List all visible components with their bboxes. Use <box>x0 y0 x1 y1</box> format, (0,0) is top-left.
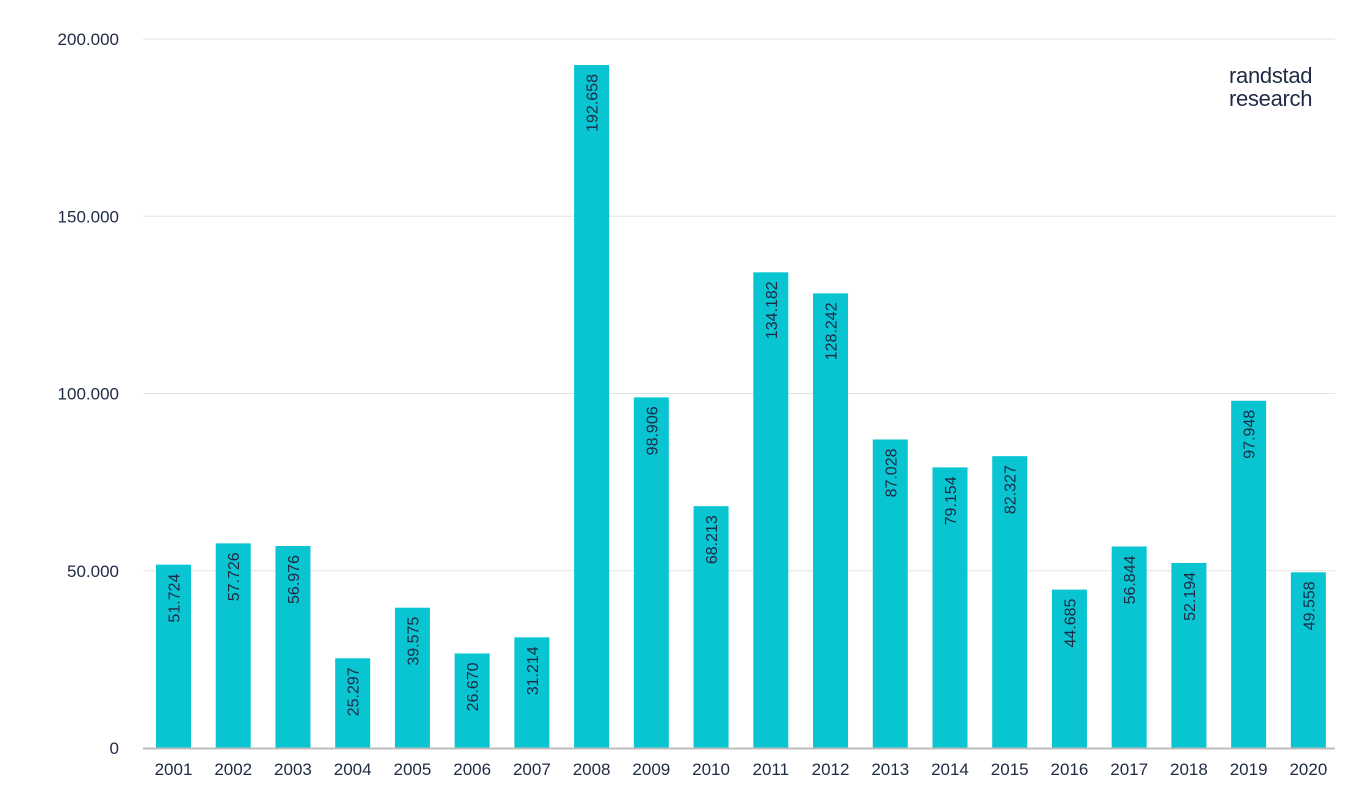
data-label: 49.558 <box>1301 581 1318 630</box>
x-tick-label: 2018 <box>1170 760 1208 779</box>
data-label: 31.214 <box>525 646 542 695</box>
x-tick-label: 2007 <box>513 760 551 779</box>
bar <box>394 607 430 748</box>
gridlines <box>143 38 1335 572</box>
data-label: 52.194 <box>1182 572 1199 621</box>
data-label: 39.575 <box>405 617 422 666</box>
y-tick-label: 200.000 <box>58 30 119 49</box>
x-tick-label: 2016 <box>1051 760 1089 779</box>
x-tick-label: 2013 <box>871 760 909 779</box>
x-tick-label: 2002 <box>214 760 252 779</box>
x-tick-label: 2010 <box>692 760 730 779</box>
x-tick-label: 2004 <box>334 760 372 779</box>
data-label: 79.154 <box>943 476 960 525</box>
data-label: 97.948 <box>1242 410 1259 459</box>
bar <box>693 506 729 748</box>
bar <box>992 456 1028 748</box>
x-tick-label: 2001 <box>155 760 193 779</box>
brand-line-2: research <box>1229 86 1313 111</box>
x-tick-label: 2006 <box>453 760 491 779</box>
bar <box>932 467 968 748</box>
x-axis: 2001 2002 2003 2004 2005 2006 2007 2008 2009 2010… <box>143 747 1335 779</box>
bar <box>335 658 371 748</box>
data-label: 56.976 <box>286 555 303 604</box>
x-tick-label: 2008 <box>573 760 611 779</box>
data-label: 56.844 <box>1122 555 1139 604</box>
data-label: 82.327 <box>1003 465 1020 514</box>
y-axis: 0 50.000 100.000 150.000 200.000 <box>58 30 119 758</box>
data-label: 192.658 <box>585 74 602 132</box>
x-tick-label: 2009 <box>632 760 670 779</box>
data-label: 26.670 <box>465 662 482 711</box>
bars: 51.724 57.726 56.976 25.297 39.575 26.670 31.2… <box>156 65 1326 748</box>
x-tick-label: 2012 <box>812 760 850 779</box>
x-tick-label: 2020 <box>1289 760 1327 779</box>
x-tick-label: 2017 <box>1110 760 1148 779</box>
bar <box>813 293 849 748</box>
y-tick-label: 50.000 <box>67 562 119 581</box>
brand-line-1: randstad <box>1229 63 1313 88</box>
data-label: 98.906 <box>644 406 661 455</box>
data-label: 25.297 <box>346 667 363 716</box>
x-tick-label: 2003 <box>274 760 312 779</box>
y-tick-label: 100.000 <box>58 385 119 404</box>
data-label: 87.028 <box>883 448 900 497</box>
bar <box>1171 562 1207 748</box>
data-label: 134.182 <box>764 281 781 339</box>
bar <box>1111 546 1147 748</box>
bar <box>1051 589 1087 748</box>
bar <box>275 546 311 748</box>
bar <box>872 439 908 748</box>
bar <box>454 653 490 748</box>
bar <box>633 397 669 748</box>
data-label: 57.726 <box>226 552 243 601</box>
x-tick-label: 2015 <box>991 760 1029 779</box>
data-label: 44.685 <box>1062 598 1079 647</box>
x-tick-label: 2019 <box>1230 760 1268 779</box>
x-tick-label: 2005 <box>394 760 432 779</box>
bar <box>156 564 191 748</box>
bar <box>574 65 610 748</box>
data-label: 128.242 <box>824 302 841 360</box>
brand-logo: randstad research <box>1229 63 1313 111</box>
data-label: 51.724 <box>167 574 184 623</box>
bar <box>514 637 550 748</box>
x-tick-label: 2011 <box>753 760 790 779</box>
y-tick-label: 0 <box>110 739 119 758</box>
bar <box>1290 572 1326 748</box>
bar <box>215 543 251 748</box>
bar <box>753 272 789 748</box>
data-label: 68.213 <box>704 515 721 564</box>
bar <box>1231 400 1267 748</box>
y-tick-label: 150.000 <box>58 207 119 226</box>
x-tick-label: 2014 <box>931 760 969 779</box>
